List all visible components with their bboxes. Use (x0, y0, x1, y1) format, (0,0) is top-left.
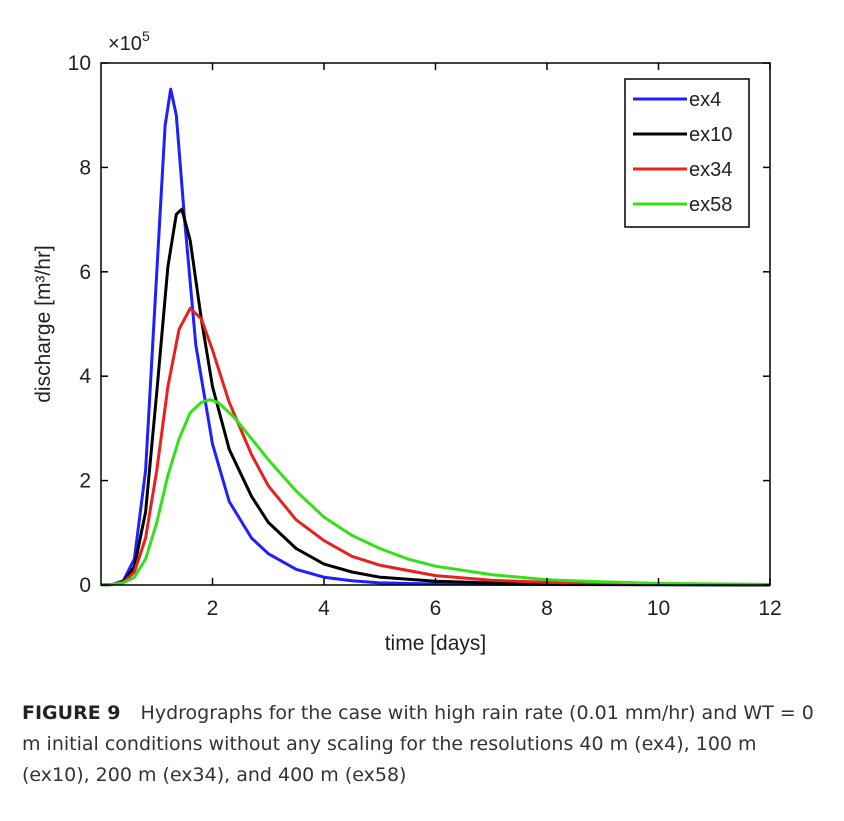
x-tick-label: 8 (541, 597, 553, 620)
series-line-ex34 (100, 306, 771, 587)
axis-ticks-group: 2 4 6 8 10 12 0 2 4 6 8 10 (68, 52, 782, 620)
legend-label-ex58: ex58 (689, 194, 732, 216)
y-tick-label: 0 (79, 574, 91, 597)
figure-label: FIGURE 9 (22, 702, 121, 724)
x-tick-label: 10 (647, 597, 670, 620)
y-tick-label: 4 (79, 365, 91, 388)
x-tick-label: 2 (207, 597, 219, 620)
series-line-ex4 (100, 87, 771, 587)
legend: ex4 ex10 ex34 ex58 (624, 78, 750, 228)
y-tick-label: 6 (79, 261, 91, 284)
figure-caption: FIGURE 9 Hydrographs for the case with hi… (22, 698, 822, 791)
y-axis-label: discharge [m³/hr] (32, 245, 55, 403)
legend-label-ex4: ex4 (689, 89, 721, 111)
legend-label-ex10: ex10 (689, 124, 732, 146)
series-line-ex58 (100, 398, 771, 587)
y-multiplier-base: ×10 (108, 33, 142, 55)
x-tick-label: 6 (430, 597, 442, 620)
legend-label-ex34: ex34 (689, 159, 732, 181)
y-tick-label: 8 (79, 156, 91, 179)
y-tick-label: 2 (79, 470, 91, 493)
x-axis-label: time [days] (385, 632, 487, 655)
y-multiplier-exponent: 5 (142, 28, 150, 44)
y-tick-label: 10 (68, 52, 91, 75)
chart-figure: 2 4 6 8 10 12 0 2 4 6 8 10 ×105 time [days] dischar… (32, 28, 782, 655)
legend-box (624, 78, 750, 228)
x-tick-label: 12 (758, 597, 781, 620)
plot-series-group (100, 87, 771, 587)
hydrograph-chart: 2 4 6 8 10 12 0 2 4 6 8 10 ×105 time [days] dischar… (32, 28, 782, 655)
series-line-ex10 (100, 207, 771, 587)
y-axis-multiplier: ×105 (108, 28, 150, 55)
figure-caption-text: Hydrographs for the case with high rain … (22, 702, 814, 786)
x-tick-label: 4 (318, 597, 330, 620)
